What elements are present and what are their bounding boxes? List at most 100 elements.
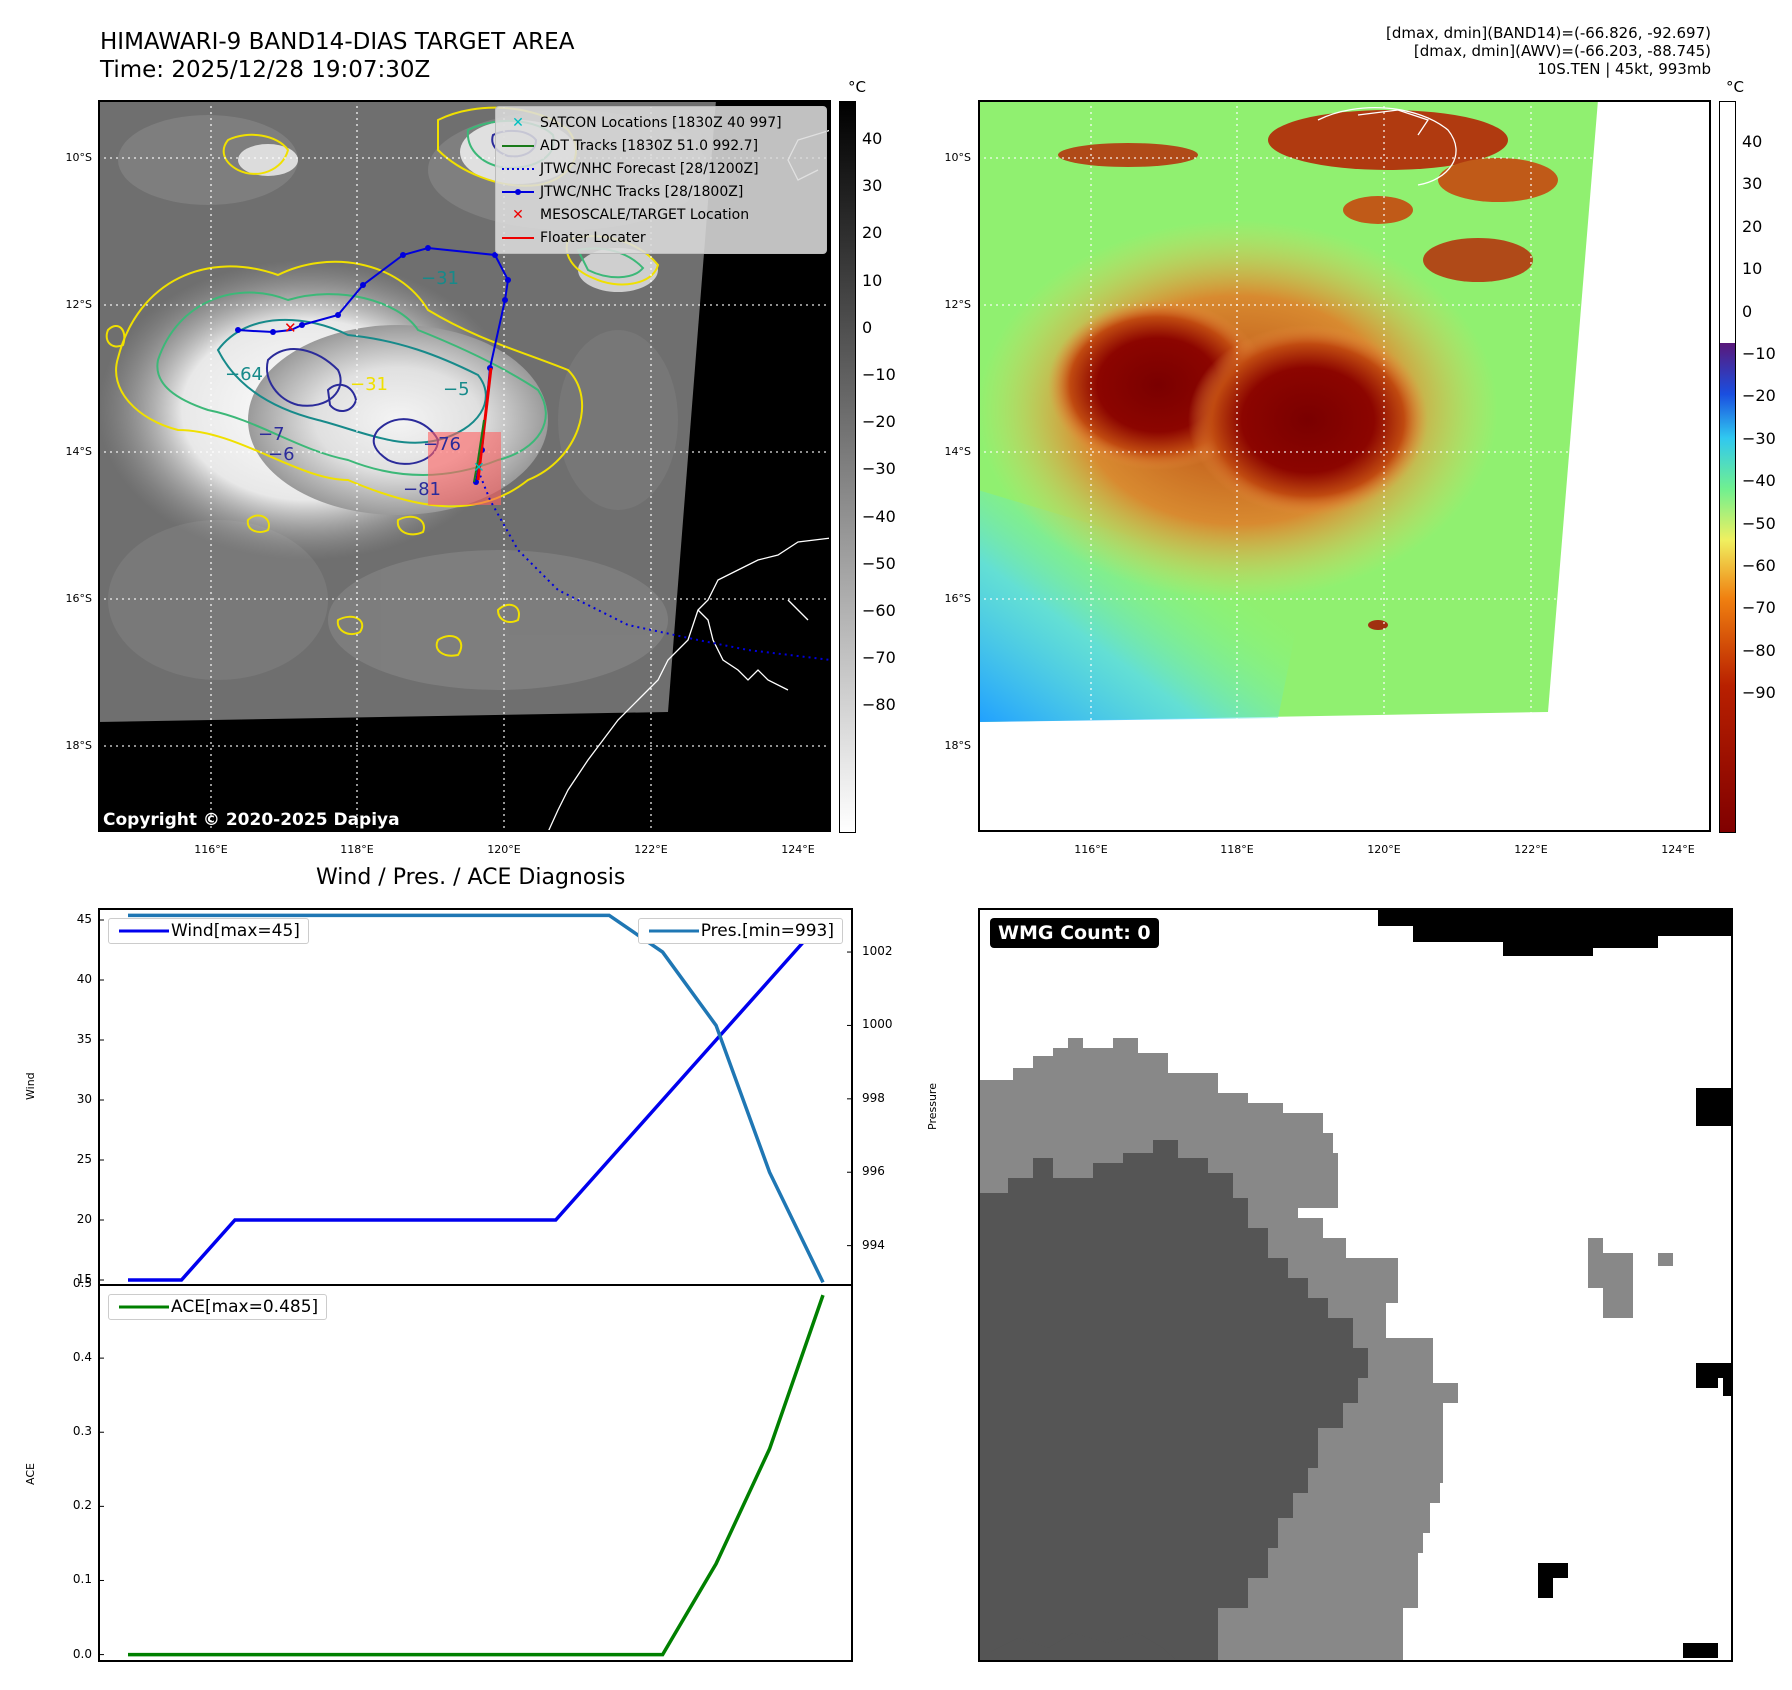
- awv-lat-label: 12°S: [944, 298, 971, 311]
- awv-range: [dmax, dmin](AWV)=(-66.203, -88.745): [1413, 42, 1711, 60]
- ir-colorbar-tick: 20: [862, 223, 883, 243]
- floater-locator-line: [476, 367, 493, 481]
- ir-lat-label: 10°S: [65, 151, 92, 164]
- wind-y-tick-label: 30: [76, 1092, 92, 1106]
- ir-colorbar-tick: −80: [862, 695, 896, 715]
- ir-lon-label: 120°E: [487, 843, 521, 856]
- ace-y-tick-label: 0.3: [72, 1424, 92, 1439]
- diagnosis-title: Wind / Pres. / ACE Diagnosis: [316, 865, 626, 890]
- ace-y-tick-label: 0.4: [72, 1350, 92, 1365]
- adt-track-line: [473, 419, 485, 483]
- ace-y-tick-label: 0.1: [72, 1572, 92, 1587]
- wind-pres-frame: [98, 908, 853, 1286]
- adt-line-icon: [496, 144, 540, 148]
- awv-map-image: [978, 100, 1711, 832]
- contour-label: −76: [423, 434, 461, 455]
- pressure-y-tick-label: 998: [862, 1090, 885, 1105]
- awv-colorbar-tick: 0: [1742, 301, 1753, 321]
- wind-y-ticks: 15 20 25 30 35 40 45: [40, 908, 92, 1286]
- wind-y-tick-label: 15: [76, 1272, 92, 1286]
- awv-colorbar-tick: −80: [1742, 640, 1776, 660]
- ace-axis-label: ACE: [24, 1463, 37, 1485]
- wind-legend-label: Wind[max=45]: [171, 921, 300, 941]
- ir-lon-label: 116°E: [194, 843, 228, 856]
- wind-y-tick-label: 35: [76, 1032, 92, 1046]
- ir-lon-label: 118°E: [340, 843, 374, 856]
- ir-colorbar-unit: °C: [848, 78, 866, 96]
- wmg-panel: WMG Count: 0: [978, 908, 1733, 1662]
- awv-lat-label: 18°S: [944, 739, 971, 752]
- ace-plot: ACE[max=0.485]: [98, 1283, 853, 1662]
- ir-colorbar-tick: 10: [862, 270, 883, 290]
- awv-colorbar-tick: −20: [1742, 386, 1776, 406]
- ir-lat-label: 12°S: [65, 298, 92, 311]
- legend-satcon-label: SATCON Locations [1830Z 40 997]: [540, 114, 782, 131]
- awv-colorbar-tick: −30: [1742, 428, 1776, 448]
- awv-colorbar: [1719, 101, 1736, 833]
- ir-colorbar-tick: −50: [862, 553, 896, 573]
- wmg-image: [978, 908, 1733, 1662]
- awv-colorbar-tick: 40: [1742, 132, 1763, 151]
- pressure-axis-label: Pressure: [926, 1083, 939, 1130]
- awv-lat-label: 10°S: [944, 151, 971, 164]
- awv-lon-label: 120°E: [1367, 843, 1401, 856]
- legend-adt: ADT Tracks [1830Z 51.0 992.7]: [496, 134, 826, 157]
- pressure-series-line: [128, 913, 825, 1284]
- contour-label: −31: [350, 374, 388, 395]
- awv-lon-label: 116°E: [1074, 843, 1108, 856]
- ir-map-frame: [98, 100, 831, 832]
- wmg-frame: [978, 908, 1733, 1662]
- ir-colorbar-tick: −70: [862, 648, 896, 668]
- wind-axis-label: Wind: [24, 1072, 37, 1100]
- target-area-box: [428, 432, 501, 505]
- awv-lat-label: 14°S: [944, 445, 971, 458]
- legend-target: ✕ MESOSCALE/TARGET Location: [496, 203, 826, 226]
- ir-colorbar-tick: 40: [862, 129, 883, 148]
- wind-line-icon: [119, 929, 169, 933]
- copyright-text: Copyright © 2020-2025 Dapiya: [103, 810, 400, 830]
- band14-range: [dmax, dmin](BAND14)=(-66.826, -92.697): [1386, 24, 1711, 42]
- awv-lon-label: 118°E: [1220, 843, 1254, 856]
- ir-colorbar-ticks: 40 30 20 10 0 −10 −20 −30 −40 −50 −60 −70 −80: [862, 101, 922, 831]
- awv-colorbar-tick: 20: [1742, 216, 1763, 236]
- wind-pres-plot: Wind[max=45] Pres.[min=993]: [98, 908, 853, 1286]
- ace-y-tick-label: 0.2: [72, 1498, 92, 1513]
- ace-line-icon: [119, 1305, 169, 1309]
- floater-line-icon: [496, 236, 540, 240]
- ir-lat-label: 16°S: [65, 592, 92, 605]
- awv-colorbar-ticks: 40 30 20 10 0 −10 −20 −30 −40 −50 −60 −70 −80 −90: [1742, 101, 1792, 831]
- ir-colorbar: [839, 101, 856, 833]
- awv-colorbar-tick: −40: [1742, 471, 1776, 491]
- ace-y-ticks: 0.0 0.1 0.2 0.3 0.4 0.5: [40, 1276, 92, 1662]
- awv-colorbar-tick: −90: [1742, 683, 1776, 703]
- ir-colorbar-tick: 30: [862, 176, 883, 196]
- contour-label: −81: [403, 479, 441, 500]
- forecast-line-icon: [496, 167, 540, 171]
- awv-lon-label: 124°E: [1661, 843, 1695, 856]
- ace-legend-label: ACE[max=0.485]: [171, 1297, 319, 1317]
- ace-y-tick-label: 0.0: [72, 1646, 92, 1661]
- satcon-marker: ✕: [473, 460, 485, 476]
- contour-label: −31: [421, 268, 459, 289]
- awv-colorbar-tick: −70: [1742, 598, 1776, 618]
- legend-tracks-label: JTWC/NHC Tracks [28/1800Z]: [540, 183, 744, 200]
- ir-lat-label: 14°S: [65, 445, 92, 458]
- awv-colorbar-tick: 10: [1742, 259, 1763, 279]
- awv-lat-label: 16°S: [944, 592, 971, 605]
- satcon-symbol-icon: ✕: [512, 114, 524, 131]
- time-label: Time: 2025/12/28 19:07:30Z: [100, 57, 431, 83]
- ace-legend: ACE[max=0.485]: [108, 1294, 328, 1320]
- legend-forecast-label: JTWC/NHC Forecast [28/1200Z]: [540, 160, 759, 177]
- pressure-y-tick-label: 996: [862, 1164, 885, 1179]
- contour-label: −6: [268, 444, 295, 465]
- pressure-legend-label: Pres.[min=993]: [700, 921, 834, 941]
- legend-forecast: JTWC/NHC Forecast [28/1200Z]: [496, 157, 826, 180]
- wind-y-tick-label: 25: [76, 1152, 92, 1166]
- awv-colorbar-tick: −50: [1742, 513, 1776, 533]
- ace-y-tick-label: 0.5: [72, 1276, 92, 1290]
- pressure-line-icon: [648, 929, 699, 933]
- ir-map-panel: ✕ ✕ −31 −31 −64 −5 −76 −81 −6 −7 ✕ SATCON…: [98, 100, 832, 833]
- track-line-icon: [496, 188, 540, 196]
- target-marker: ✕: [284, 319, 297, 337]
- ir-map-legend: ✕ SATCON Locations [1830Z 40 997] ADT Tra…: [495, 106, 827, 254]
